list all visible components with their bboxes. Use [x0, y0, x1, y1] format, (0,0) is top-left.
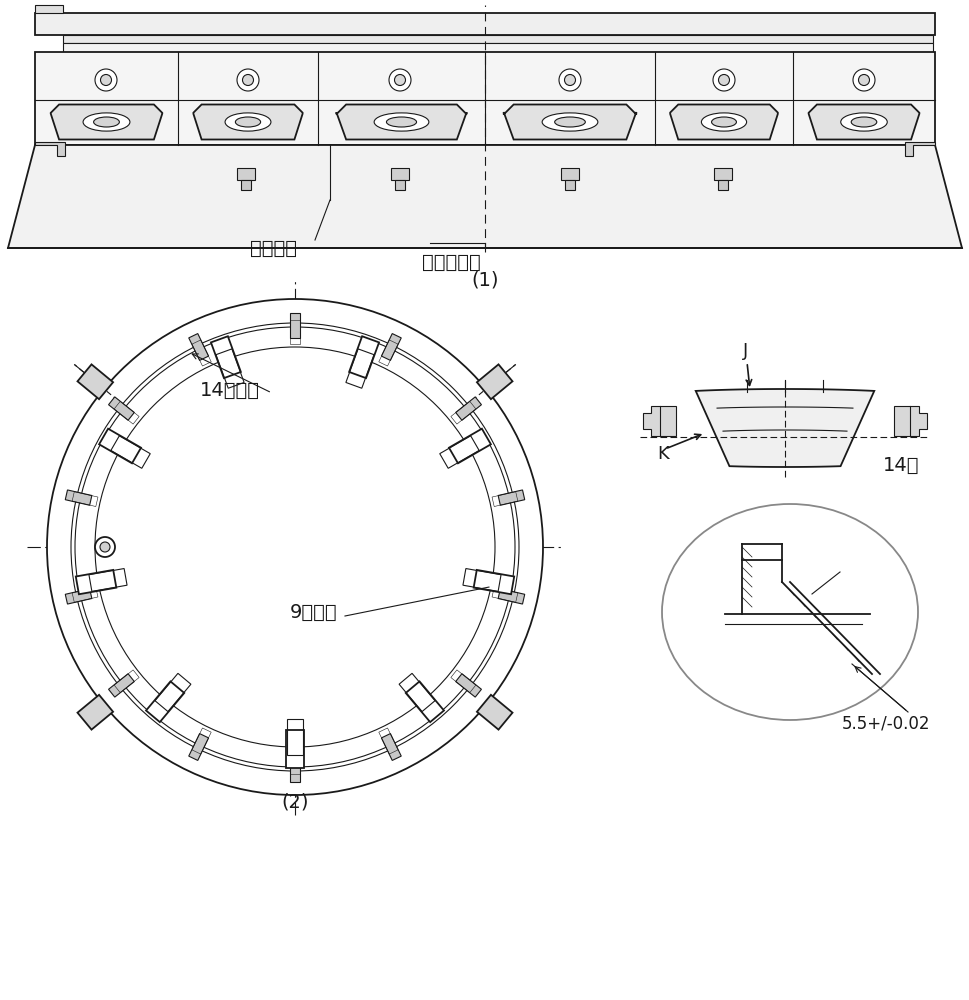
Polygon shape	[695, 389, 873, 467]
Polygon shape	[336, 105, 466, 140]
Bar	[713, 168, 732, 180]
Bar	[564, 180, 575, 190]
Polygon shape	[449, 429, 490, 463]
Ellipse shape	[125, 377, 464, 717]
Text: 9处凹槽: 9处凹槽	[290, 603, 337, 622]
Circle shape	[389, 69, 411, 91]
Text: (1): (1)	[471, 271, 498, 290]
Circle shape	[718, 74, 729, 86]
Bar	[35, 5, 63, 13]
Text: 5.5+/-0.02: 5.5+/-0.02	[841, 714, 929, 732]
Ellipse shape	[386, 117, 416, 127]
Text: (2): (2)	[281, 793, 308, 812]
Bar	[35, 52, 934, 145]
Polygon shape	[290, 312, 299, 338]
Polygon shape	[381, 734, 401, 760]
Polygon shape	[65, 589, 92, 604]
Text: K: K	[656, 445, 668, 463]
Ellipse shape	[661, 504, 917, 720]
Circle shape	[95, 537, 115, 557]
Ellipse shape	[157, 409, 432, 685]
Polygon shape	[349, 336, 379, 378]
Circle shape	[712, 69, 735, 91]
Ellipse shape	[225, 113, 270, 131]
Polygon shape	[405, 681, 444, 722]
Polygon shape	[455, 397, 481, 420]
Ellipse shape	[63, 315, 526, 779]
Bar	[560, 168, 578, 180]
Ellipse shape	[94, 117, 119, 127]
Circle shape	[101, 74, 111, 86]
Bar	[717, 180, 728, 190]
Polygon shape	[78, 695, 113, 730]
Polygon shape	[76, 570, 116, 594]
Polygon shape	[286, 730, 303, 768]
Text: J: J	[742, 342, 747, 360]
Polygon shape	[893, 406, 926, 436]
Text: 14处凸台: 14处凸台	[200, 381, 260, 400]
Text: 14处: 14处	[882, 456, 919, 475]
Circle shape	[394, 74, 405, 86]
Polygon shape	[146, 681, 184, 722]
Polygon shape	[109, 397, 134, 420]
Polygon shape	[477, 364, 512, 399]
Polygon shape	[65, 490, 92, 505]
Polygon shape	[50, 105, 162, 140]
Circle shape	[564, 74, 575, 86]
Circle shape	[558, 69, 580, 91]
Circle shape	[100, 542, 109, 552]
Polygon shape	[99, 429, 141, 463]
Bar	[394, 180, 405, 190]
Polygon shape	[78, 364, 113, 399]
Bar	[63, 35, 932, 43]
Bar	[391, 168, 409, 180]
Polygon shape	[503, 105, 636, 140]
Polygon shape	[381, 334, 401, 360]
Polygon shape	[290, 756, 299, 782]
Polygon shape	[670, 105, 777, 140]
Circle shape	[242, 74, 253, 86]
Ellipse shape	[542, 113, 597, 131]
Polygon shape	[808, 105, 919, 140]
Polygon shape	[189, 334, 208, 360]
Circle shape	[858, 74, 868, 86]
Ellipse shape	[851, 117, 876, 127]
Polygon shape	[477, 695, 512, 730]
Polygon shape	[904, 142, 934, 156]
Polygon shape	[193, 105, 302, 140]
Ellipse shape	[83, 335, 507, 759]
Ellipse shape	[235, 117, 261, 127]
Polygon shape	[642, 406, 675, 436]
Text: 需加工处: 需加工处	[250, 239, 297, 258]
Text: 焊接变形面: 焊接变形面	[422, 253, 481, 272]
Ellipse shape	[103, 355, 486, 739]
Polygon shape	[8, 145, 961, 248]
Circle shape	[95, 69, 117, 91]
Ellipse shape	[701, 113, 746, 131]
Polygon shape	[498, 490, 524, 505]
Ellipse shape	[711, 117, 735, 127]
Ellipse shape	[47, 299, 543, 795]
Polygon shape	[498, 589, 524, 604]
Bar	[236, 168, 255, 180]
Ellipse shape	[374, 113, 428, 131]
Polygon shape	[35, 142, 65, 156]
Ellipse shape	[83, 113, 130, 131]
Polygon shape	[189, 734, 208, 760]
Circle shape	[236, 69, 259, 91]
Polygon shape	[109, 674, 134, 697]
Circle shape	[852, 69, 874, 91]
Ellipse shape	[554, 117, 584, 127]
Bar	[63, 43, 932, 52]
Bar	[35, 13, 934, 35]
Polygon shape	[210, 336, 240, 378]
Polygon shape	[473, 570, 514, 594]
Polygon shape	[455, 674, 481, 697]
Ellipse shape	[840, 113, 887, 131]
Bar	[240, 180, 251, 190]
